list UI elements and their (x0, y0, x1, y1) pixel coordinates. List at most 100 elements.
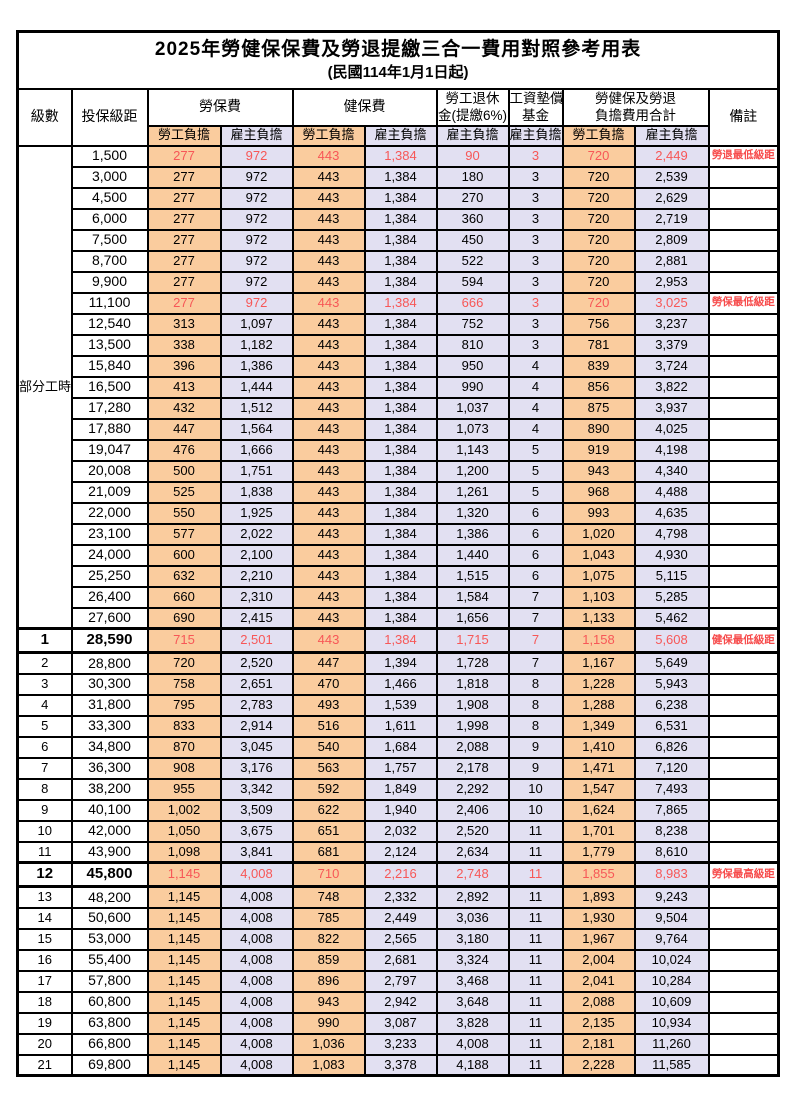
cell-fund-employer: 4 (507, 375, 564, 399)
cell-pension-employer: 1,908 (435, 693, 510, 717)
cell-total-employer: 10,284 (633, 969, 710, 993)
cell-labor-employee: 413 (146, 375, 222, 399)
cell-bracket: 19,047 (70, 438, 149, 462)
cell-bracket: 20,008 (70, 459, 149, 483)
cell-note (707, 165, 780, 189)
cell-fund-employer: 4 (507, 417, 564, 441)
subheader-labor-employer: 雇主負擔 (219, 124, 294, 147)
cell-pension-employer: 1,818 (435, 672, 510, 696)
cell-labor-employer: 3,675 (219, 819, 294, 843)
cell-health-employee: 681 (291, 840, 366, 864)
cell-labor-employee: 277 (146, 207, 222, 231)
cell-labor-employer: 4,008 (219, 990, 294, 1014)
cell-health-employer: 1,849 (363, 777, 438, 801)
cell-pension-employer: 1,386 (435, 522, 510, 546)
cell-labor-employer: 3,176 (219, 756, 294, 780)
cell-note (707, 969, 780, 993)
cell-labor-employer: 1,444 (219, 375, 294, 399)
cell-total-employer: 5,608 (633, 627, 710, 654)
cell-fund-employer: 5 (507, 438, 564, 462)
cell-health-employer: 1,384 (363, 606, 438, 630)
cell-bracket: 38,200 (70, 777, 149, 801)
cell-total-employer: 4,930 (633, 543, 710, 567)
cell-pension-employer: 3,648 (435, 990, 510, 1014)
cell-pension-employer: 90 (435, 144, 510, 168)
table-row: 20,008 500 1,751 443 1,384 1,200 5 943 4,340 (18, 459, 780, 483)
cell-labor-employer: 3,841 (219, 840, 294, 864)
cell-total-employee: 1,133 (561, 606, 636, 630)
cell-total-employer: 7,865 (633, 798, 710, 822)
cell-fund-employer: 11 (507, 1053, 564, 1077)
cell-level: 11 (16, 840, 73, 864)
cell-fund-employer: 3 (507, 312, 564, 336)
cell-bracket: 23,100 (70, 522, 149, 546)
cell-pension-employer: 1,261 (435, 480, 510, 504)
cell-bracket: 12,540 (70, 312, 149, 336)
cell-labor-employee: 476 (146, 438, 222, 462)
document-sheet: 2025年勞健保保費及勞退提繳三合一費用對照參考用表 (民國114年1月1日起)… (16, 30, 781, 1077)
cell-total-employer: 9,764 (633, 927, 710, 951)
cell-health-employer: 2,124 (363, 840, 438, 864)
cell-total-employer: 10,934 (633, 1011, 710, 1035)
cell-level: 19 (16, 1011, 73, 1035)
cell-bracket: 6,000 (70, 207, 149, 231)
cell-labor-employer: 4,008 (219, 1053, 294, 1077)
cell-health-employee: 443 (291, 543, 366, 567)
cell-fund-employer: 11 (507, 969, 564, 993)
cell-health-employer: 1,384 (363, 543, 438, 567)
cell-labor-employee: 525 (146, 480, 222, 504)
cell-labor-employee: 313 (146, 312, 222, 336)
cell-fund-employer: 9 (507, 756, 564, 780)
table-row: 1 28,590 715 2,501 443 1,384 1,715 7 1,158 5,608 健… (16, 627, 780, 654)
cell-bracket: 28,800 (70, 651, 149, 675)
cell-fund-employer: 10 (507, 777, 564, 801)
cell-health-employer: 2,681 (363, 948, 438, 972)
cell-bracket: 43,900 (70, 840, 149, 864)
cell-total-employee: 720 (561, 228, 636, 252)
cell-health-employee: 1,036 (291, 1032, 366, 1056)
table-row: 17,880 447 1,564 443 1,384 1,073 4 890 4,025 (18, 417, 780, 441)
page-title: 2025年勞健保保費及勞退提繳三合一費用對照參考用表 (154, 39, 642, 60)
cell-health-employee: 710 (291, 861, 366, 888)
cell-total-employee: 720 (561, 270, 636, 294)
cell-bracket: 42,000 (70, 819, 149, 843)
cell-bracket: 24,000 (70, 543, 149, 567)
cell-health-employer: 1,384 (363, 354, 438, 378)
cell-total-employee: 720 (561, 291, 636, 315)
cell-labor-employee: 870 (146, 735, 222, 759)
cell-labor-employee: 720 (146, 651, 222, 675)
cell-labor-employee: 833 (146, 714, 222, 738)
cell-pension-employer: 2,520 (435, 819, 510, 843)
cell-pension-employer: 1,998 (435, 714, 510, 738)
cell-bracket: 50,600 (70, 906, 149, 930)
table-row: 12,540 313 1,097 443 1,384 752 3 756 3,237 (18, 312, 780, 336)
cell-health-employer: 3,087 (363, 1011, 438, 1035)
cell-bracket: 55,400 (70, 948, 149, 972)
cell-health-employer: 1,384 (363, 207, 438, 231)
cell-health-employee: 443 (291, 249, 366, 273)
cell-health-employer: 1,384 (363, 459, 438, 483)
table-row: 6,000 277 972 443 1,384 360 3 720 2,719 (18, 207, 780, 231)
col-header-pension: 勞工退休 金(提繳6%) (435, 87, 510, 127)
cell-note (707, 522, 780, 546)
cell-total-employee: 943 (561, 459, 636, 483)
cell-health-employee: 493 (291, 693, 366, 717)
cell-total-employee: 993 (561, 501, 636, 525)
cell-health-employee: 516 (291, 714, 366, 738)
cell-labor-employee: 795 (146, 693, 222, 717)
cell-total-employee: 781 (561, 333, 636, 357)
cell-health-employee: 443 (291, 207, 366, 231)
cell-fund-employer: 11 (507, 948, 564, 972)
cell-pension-employer: 1,200 (435, 459, 510, 483)
cell-labor-employer: 3,045 (219, 735, 294, 759)
cell-level: 13 (16, 885, 73, 909)
cell-total-employer: 5,115 (633, 564, 710, 588)
cell-health-employee: 563 (291, 756, 366, 780)
cell-labor-employer: 1,097 (219, 312, 294, 336)
cell-pension-employer: 3,324 (435, 948, 510, 972)
cell-fund-employer: 11 (507, 1011, 564, 1035)
table-row: 16 55,400 1,145 4,008 859 2,681 3,324 11 2,004 10… (16, 948, 780, 972)
table-row: 22,000 550 1,925 443 1,384 1,320 6 993 4,635 (18, 501, 780, 525)
cell-note (707, 249, 780, 273)
cell-bracket: 13,500 (70, 333, 149, 357)
